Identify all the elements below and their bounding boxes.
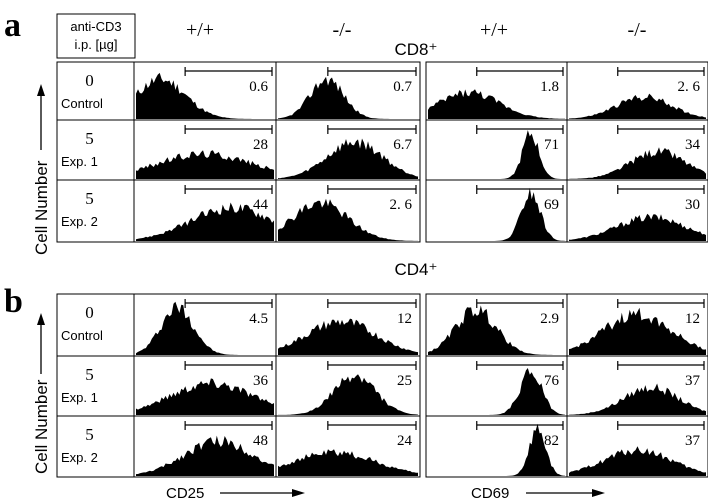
histogram	[569, 147, 706, 179]
gate-percentage: 37	[685, 373, 701, 389]
legend-line-2: i.p. [µg]	[75, 37, 118, 52]
histogram	[278, 198, 418, 241]
histogram	[428, 368, 565, 415]
y-axis-b: Cell Number	[32, 313, 51, 474]
panel-a-letter: a	[4, 7, 21, 44]
row-label: Control	[61, 96, 103, 111]
row-label-cell	[56, 119, 135, 181]
row-label: Exp. 2	[61, 214, 98, 229]
gate-percentage: 69	[544, 197, 559, 213]
histogram	[569, 307, 706, 355]
genotype-header: -/-	[333, 19, 352, 41]
gate-percentage: 6.7	[393, 137, 412, 153]
y-axis-label: Cell Number	[32, 160, 51, 255]
subset-label-cd8: CD8⁺	[395, 40, 438, 59]
row-label: Exp. 1	[61, 154, 98, 169]
row-dose: 0	[85, 71, 94, 90]
gate-percentage: 24	[397, 433, 413, 449]
genotype-header: +/+	[480, 19, 508, 41]
histogram	[278, 449, 418, 476]
row-label-cell	[56, 415, 135, 478]
y-axis-label: Cell Number	[32, 379, 51, 474]
row-label-cell	[56, 61, 135, 121]
histogram	[278, 318, 418, 355]
gate-percentage: 37	[685, 433, 701, 449]
gate-percentage: 2.9	[540, 311, 559, 327]
histogram	[428, 130, 565, 179]
gate-percentage: 30	[685, 197, 700, 213]
gate-percentage: 34	[685, 137, 701, 153]
histogram	[428, 305, 565, 355]
gate-percentage: 0.7	[393, 79, 412, 95]
row-label: Exp. 1	[61, 390, 98, 405]
row-label-cell	[56, 293, 135, 357]
histogram-cell	[275, 179, 421, 243]
histogram	[278, 138, 418, 179]
gate-percentage: 12	[685, 311, 700, 327]
row-label: Exp. 2	[61, 450, 98, 465]
gate-percentage: 12	[397, 311, 412, 327]
histogram	[136, 378, 274, 415]
histogram-cell	[566, 415, 708, 478]
genotype-header: +/+	[186, 19, 214, 41]
histogram	[278, 374, 418, 415]
histogram	[569, 383, 706, 415]
y-axis-a: Cell Number	[32, 84, 51, 255]
subset-label-cd4: CD4⁺	[395, 260, 438, 279]
gate-percentage: 44	[253, 197, 269, 213]
legend-line-1: anti-CD3	[70, 19, 121, 34]
row-label-cell	[56, 179, 135, 243]
x-axis-cd25: CD25	[166, 485, 305, 502]
gate-percentage: 48	[253, 433, 268, 449]
arrow-up-icon	[37, 313, 45, 325]
histogram-cell	[566, 179, 708, 243]
gate-percentage: 76	[544, 373, 560, 389]
row-dose: 0	[85, 303, 94, 322]
histogram	[428, 89, 565, 119]
histogram	[136, 202, 274, 241]
arrow-right-icon	[292, 489, 305, 497]
gate-percentage: 0.6	[249, 79, 268, 95]
genotype-header: -/-	[628, 19, 647, 41]
histogram-panels: 0 Control 0.6 0.7 1.8 2. 6 5 Exp. 1 28 6.7 71 34 5 Ex…	[56, 61, 708, 478]
gate-percentage: 2. 6	[678, 79, 701, 95]
gate-percentage: 1.8	[540, 79, 559, 95]
histogram	[136, 301, 274, 355]
row-dose: 5	[85, 425, 94, 444]
histogram	[278, 76, 418, 119]
gate-percentage: 25	[397, 373, 412, 389]
x-axis-label: CD69	[471, 485, 509, 502]
histogram	[569, 446, 706, 476]
gate-percentage: 71	[544, 137, 559, 153]
gate-percentage: 82	[544, 433, 559, 449]
histogram	[569, 213, 706, 241]
row-dose: 5	[85, 365, 94, 384]
histogram	[136, 150, 274, 179]
histogram-cell	[275, 415, 421, 478]
x-axis-cd69: CD69	[471, 485, 605, 502]
histogram	[136, 72, 274, 119]
gate-percentage: 4.5	[249, 311, 268, 327]
histogram	[428, 423, 565, 476]
panel-b-letter: b	[4, 283, 23, 320]
row-label: Control	[61, 328, 103, 343]
histogram	[569, 93, 706, 119]
gate-percentage: 28	[253, 137, 268, 153]
arrow-up-icon	[37, 84, 45, 96]
gate-percentage: 2. 6	[390, 197, 413, 213]
histogram	[136, 435, 274, 476]
row-dose: 5	[85, 129, 94, 148]
row-label-cell	[56, 355, 135, 417]
x-axis-label: CD25	[166, 485, 204, 502]
legend-box	[56, 13, 136, 59]
gate-percentage: 36	[253, 373, 269, 389]
arrow-right-icon	[592, 489, 605, 497]
row-dose: 5	[85, 189, 94, 208]
histogram	[428, 187, 565, 241]
